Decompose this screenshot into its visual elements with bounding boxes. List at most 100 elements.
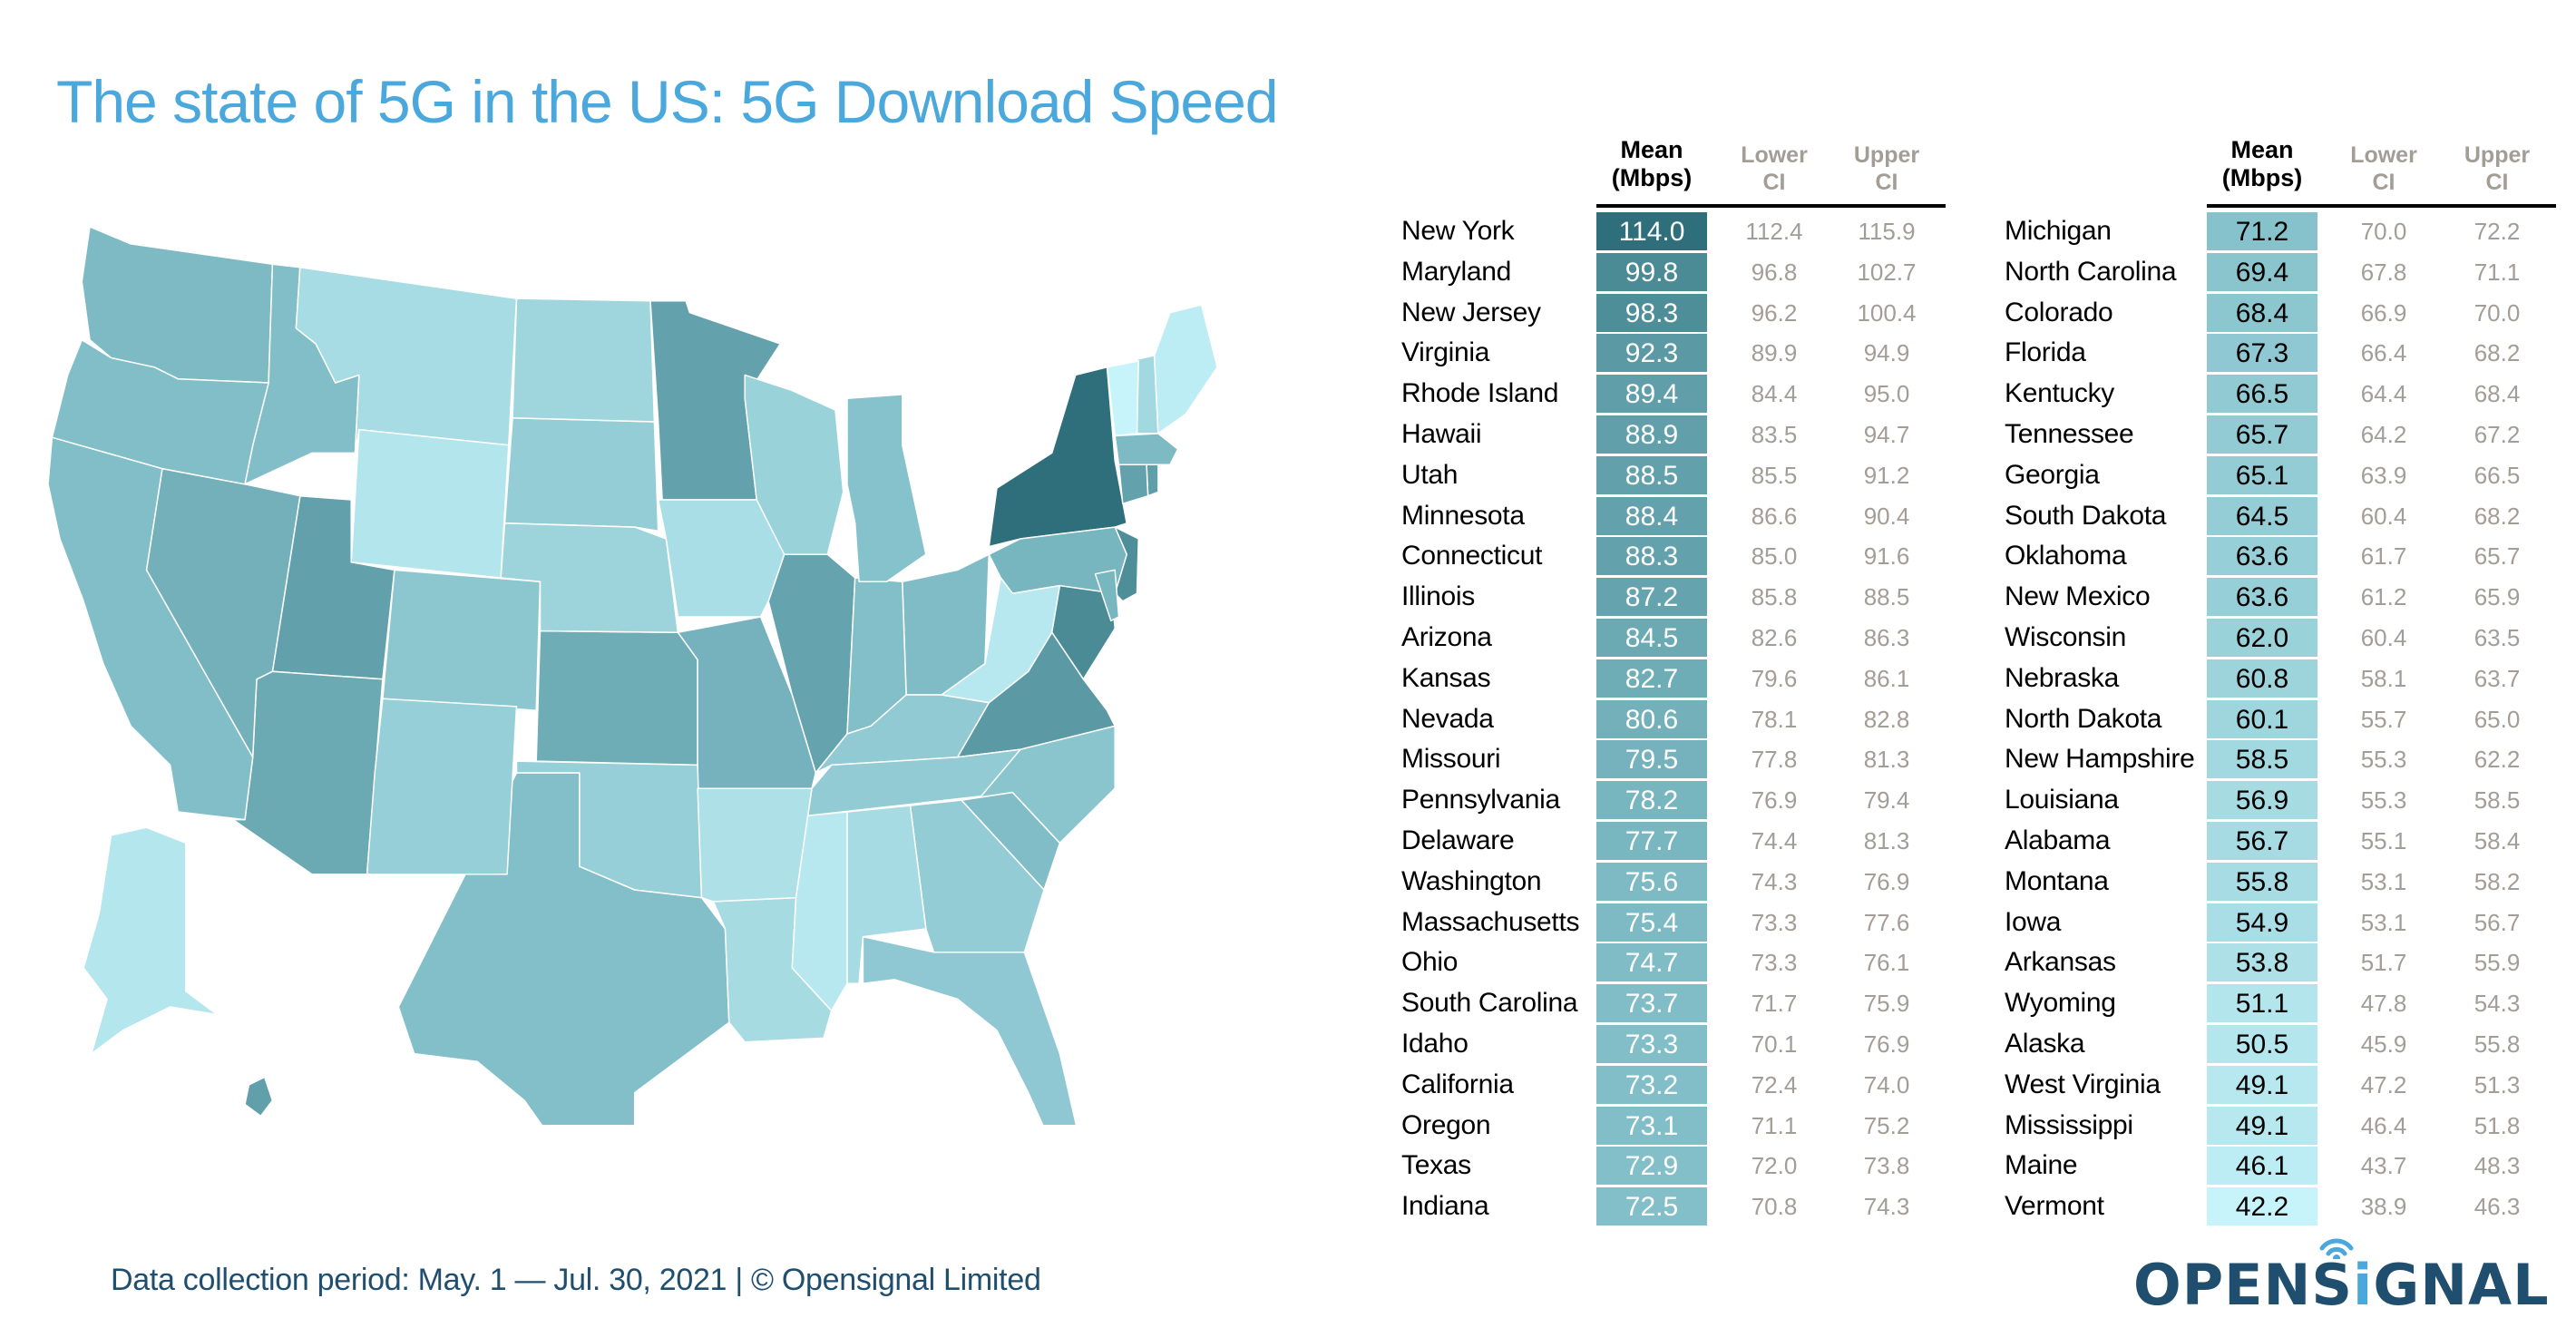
mean-speed-cell: 88.9 <box>1596 415 1707 454</box>
table-row: Oregon 73.1 71.1 75.2 <box>1401 1106 1946 1147</box>
lower-ci-cell: 45.9 <box>2360 1030 2407 1058</box>
lower-ci-cell: 74.4 <box>1751 827 1798 854</box>
state-montana: Montana <box>295 266 518 454</box>
upper-ci-cell: 90.4 <box>1863 502 1910 530</box>
upper-ci-cell: 100.4 <box>1857 298 1917 327</box>
state-vermont: Vermont <box>1106 360 1139 437</box>
table-row: Louisiana 56.9 55.3 58.5 <box>2005 781 2556 821</box>
lower-ci-cell: 53.1 <box>2360 867 2407 895</box>
upper-ci-cell: 48.3 <box>2474 1152 2521 1180</box>
table-row: Hawaii 88.9 83.5 94.7 <box>1401 415 1946 455</box>
lower-ci-cell: 82.6 <box>1751 624 1798 651</box>
state-name: West Virginia <box>2005 1069 2161 1099</box>
mean-speed-cell: 58.5 <box>2207 740 2317 779</box>
state-california: California <box>47 436 254 821</box>
upper-ci-cell: 62.2 <box>2474 746 2521 774</box>
wifi-signal-icon <box>2319 1238 2354 1259</box>
table-row: Iowa 54.9 53.1 56.7 <box>2005 903 2556 943</box>
upper-ci-cell: 74.0 <box>1863 1070 1910 1098</box>
state-name: Connecticut <box>1401 541 1543 571</box>
table-row: North Carolina 69.4 67.8 71.1 <box>2005 252 2556 293</box>
mean-speed-cell: 89.4 <box>1596 375 1707 414</box>
table-row: Indiana 72.5 70.8 74.3 <box>1401 1187 1946 1227</box>
table-row: Massachusetts 75.4 73.3 77.6 <box>1401 903 1946 943</box>
header-mean: Mean (Mbps) <box>1596 136 1707 192</box>
lower-ci-cell: 73.3 <box>1751 949 1798 977</box>
table-row: Arizona 84.5 82.6 86.3 <box>1401 619 1946 659</box>
upper-ci-cell: 75.9 <box>1863 990 1910 1018</box>
upper-ci-cell: 56.7 <box>2474 908 2521 936</box>
lower-ci-cell: 71.7 <box>1751 990 1798 1018</box>
lower-ci-cell: 77.8 <box>1751 746 1798 774</box>
state-name: Nebraska <box>2005 662 2119 693</box>
mean-speed-cell: 68.4 <box>2207 293 2317 332</box>
upper-ci-cell: 91.6 <box>1863 542 1910 571</box>
upper-ci-cell: 68.2 <box>2474 502 2521 530</box>
header-mean: Mean (Mbps) <box>2207 136 2317 192</box>
state-name: Maine <box>2005 1150 2078 1181</box>
mean-speed-cell: 72.9 <box>1596 1147 1707 1186</box>
lower-ci-cell: 83.5 <box>1751 421 1798 448</box>
table-row: Pennsylvania 78.2 76.9 79.4 <box>1401 781 1946 821</box>
table-row: Virginia 92.3 89.9 94.9 <box>1401 334 1946 374</box>
mean-speed-cell: 71.2 <box>2207 212 2317 250</box>
mean-speed-cell: 73.7 <box>1596 984 1707 1023</box>
state-name: Hawaii <box>1401 419 1482 449</box>
lower-ci-cell: 76.9 <box>1751 786 1798 815</box>
lower-ci-cell: 85.8 <box>1751 583 1798 611</box>
opensignal-logo: OPENSiGNAL <box>2133 1232 2549 1318</box>
state-missouri: Missouri <box>677 616 817 789</box>
mean-speed-cell: 88.3 <box>1596 537 1707 576</box>
mean-speed-cell: 88.5 <box>1596 455 1707 494</box>
header-lower-line1: Lower <box>2350 142 2417 168</box>
state-wisconsin: Wisconsin <box>744 374 844 555</box>
mean-speed-cell: 60.8 <box>2207 659 2317 698</box>
lower-ci-cell: 55.3 <box>2360 786 2407 815</box>
state-michigan: Michigan <box>846 394 927 583</box>
upper-ci-cell: 46.3 <box>2474 1193 2521 1221</box>
table-row: Arkansas 53.8 51.7 55.9 <box>2005 943 2556 983</box>
mean-speed-cell: 56.9 <box>2207 781 2317 820</box>
state-mississippi: Mississippi <box>791 811 848 1012</box>
state-name: Delaware <box>1401 825 1515 855</box>
lower-ci-cell: 74.3 <box>1751 867 1798 895</box>
state-nebraska: Nebraska <box>500 522 679 633</box>
mean-speed-cell: 49.1 <box>2207 1106 2317 1145</box>
table-row: Michigan 71.2 70.0 72.2 <box>2005 212 2556 252</box>
state-name: Alaska <box>2005 1029 2085 1059</box>
state-name: Kentucky <box>2005 378 2114 409</box>
header-rule <box>2207 204 2556 208</box>
mean-speed-cell: 72.5 <box>1596 1187 1707 1226</box>
lower-ci-cell: 79.6 <box>1751 664 1798 692</box>
upper-ci-cell: 51.3 <box>2474 1070 2521 1098</box>
upper-ci-cell: 65.0 <box>2474 705 2521 733</box>
logo-text-i: i <box>2353 1252 2374 1318</box>
state-wyoming: Wyoming <box>350 428 510 579</box>
table-row: Texas 72.9 72.0 73.8 <box>1401 1147 1946 1186</box>
state-name: Massachusetts <box>1401 906 1580 937</box>
mean-speed-cell: 69.4 <box>2207 252 2317 291</box>
lower-ci-cell: 61.2 <box>2360 583 2407 611</box>
state-name: New Jersey <box>1401 297 1541 327</box>
table-row: New Mexico 63.6 61.2 65.9 <box>2005 578 2556 618</box>
state-new-york: New York <box>988 366 1127 548</box>
mean-speed-cell: 66.5 <box>2207 375 2317 414</box>
lower-ci-cell: 86.6 <box>1751 502 1798 530</box>
lower-ci-cell: 78.1 <box>1751 705 1798 733</box>
state-name: Missouri <box>1401 744 1501 775</box>
state-delaware: Delaware <box>1094 569 1120 622</box>
state-name: Oregon <box>1401 1109 1491 1140</box>
state-kansas: Kansas <box>535 630 698 766</box>
mean-speed-cell: 98.3 <box>1596 293 1707 332</box>
state-name: Minnesota <box>1401 500 1525 531</box>
mean-speed-cell: 65.1 <box>2207 455 2317 494</box>
table-row: Oklahoma 63.6 61.7 65.7 <box>2005 537 2556 577</box>
upper-ci-cell: 115.9 <box>1858 218 1916 245</box>
mean-speed-cell: 63.6 <box>2207 578 2317 617</box>
lower-ci-cell: 85.0 <box>1751 542 1798 571</box>
mean-speed-cell: 78.2 <box>1596 781 1707 820</box>
header-upper-line2: CI <box>2485 170 2509 195</box>
mean-speed-cell: 77.7 <box>1596 822 1707 860</box>
lower-ci-cell: 60.4 <box>2360 624 2407 651</box>
state-name: Washington <box>1401 865 1542 896</box>
